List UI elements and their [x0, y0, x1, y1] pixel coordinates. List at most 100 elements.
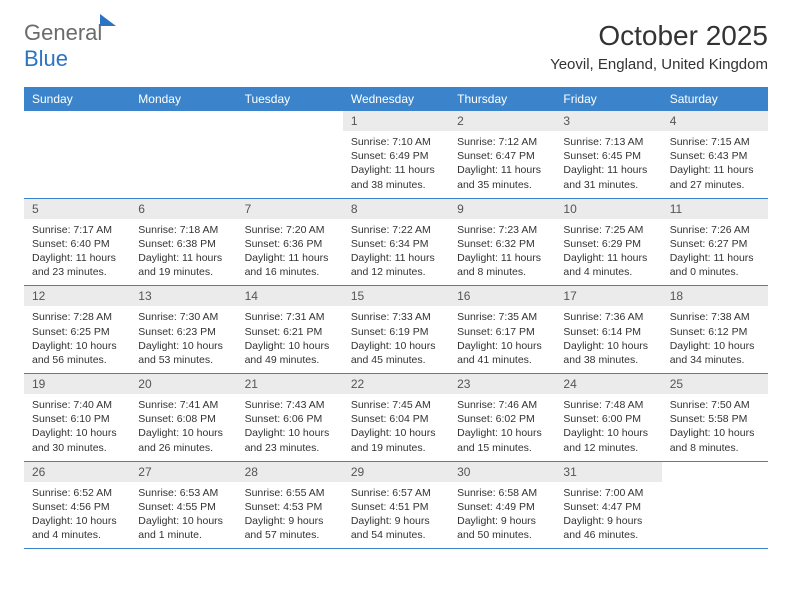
- calendar-cell: 27Sunrise: 6:53 AMSunset: 4:55 PMDayligh…: [130, 461, 236, 549]
- calendar-cell: 5Sunrise: 7:17 AMSunset: 6:40 PMDaylight…: [24, 198, 130, 286]
- sunset-line: Sunset: 6:21 PM: [245, 325, 335, 339]
- day-body: Sunrise: 6:55 AMSunset: 4:53 PMDaylight:…: [237, 482, 343, 549]
- weekday-header: Tuesday: [237, 87, 343, 111]
- day-number: 22: [343, 374, 449, 394]
- daylight-line: Daylight: 11 hours and 0 minutes.: [670, 251, 760, 279]
- day-number: 25: [662, 374, 768, 394]
- day-number: 19: [24, 374, 130, 394]
- day-body: Sunrise: 7:18 AMSunset: 6:38 PMDaylight:…: [130, 219, 236, 286]
- calendar-cell: 8Sunrise: 7:22 AMSunset: 6:34 PMDaylight…: [343, 198, 449, 286]
- sunset-line: Sunset: 6:00 PM: [563, 412, 653, 426]
- calendar-week-row: 1Sunrise: 7:10 AMSunset: 6:49 PMDaylight…: [24, 111, 768, 198]
- daylight-line: Daylight: 11 hours and 31 minutes.: [563, 163, 653, 191]
- day-body: Sunrise: 7:46 AMSunset: 6:02 PMDaylight:…: [449, 394, 555, 461]
- calendar-week-row: 12Sunrise: 7:28 AMSunset: 6:25 PMDayligh…: [24, 286, 768, 374]
- calendar-cell: 18Sunrise: 7:38 AMSunset: 6:12 PMDayligh…: [662, 286, 768, 374]
- daylight-line: Daylight: 10 hours and 1 minute.: [138, 514, 228, 542]
- sunrise-line: Sunrise: 7:20 AM: [245, 223, 335, 237]
- sunset-line: Sunset: 4:55 PM: [138, 500, 228, 514]
- calendar-cell: 7Sunrise: 7:20 AMSunset: 6:36 PMDaylight…: [237, 198, 343, 286]
- calendar-cell: 19Sunrise: 7:40 AMSunset: 6:10 PMDayligh…: [24, 374, 130, 462]
- day-body: Sunrise: 7:50 AMSunset: 5:58 PMDaylight:…: [662, 394, 768, 461]
- sunset-line: Sunset: 4:53 PM: [245, 500, 335, 514]
- calendar-cell: 2Sunrise: 7:12 AMSunset: 6:47 PMDaylight…: [449, 111, 555, 198]
- sunrise-line: Sunrise: 7:45 AM: [351, 398, 441, 412]
- day-body: Sunrise: 7:25 AMSunset: 6:29 PMDaylight:…: [555, 219, 661, 286]
- sunset-line: Sunset: 6:06 PM: [245, 412, 335, 426]
- calendar-cell: 10Sunrise: 7:25 AMSunset: 6:29 PMDayligh…: [555, 198, 661, 286]
- sunrise-line: Sunrise: 7:26 AM: [670, 223, 760, 237]
- day-number: 7: [237, 199, 343, 219]
- day-number: 9: [449, 199, 555, 219]
- day-body: Sunrise: 7:30 AMSunset: 6:23 PMDaylight:…: [130, 306, 236, 373]
- calendar-cell: 1Sunrise: 7:10 AMSunset: 6:49 PMDaylight…: [343, 111, 449, 198]
- sunrise-line: Sunrise: 7:48 AM: [563, 398, 653, 412]
- sunrise-line: Sunrise: 7:18 AM: [138, 223, 228, 237]
- sunset-line: Sunset: 6:27 PM: [670, 237, 760, 251]
- daylight-line: Daylight: 10 hours and 12 minutes.: [563, 426, 653, 454]
- day-number: 30: [449, 462, 555, 482]
- brand-logo: General Blue: [24, 20, 116, 72]
- sunrise-line: Sunrise: 7:28 AM: [32, 310, 122, 324]
- weekday-header: Thursday: [449, 87, 555, 111]
- day-body: Sunrise: 6:58 AMSunset: 4:49 PMDaylight:…: [449, 482, 555, 549]
- day-number: 10: [555, 199, 661, 219]
- sunset-line: Sunset: 4:56 PM: [32, 500, 122, 514]
- sunrise-line: Sunrise: 7:35 AM: [457, 310, 547, 324]
- day-number: 12: [24, 286, 130, 306]
- calendar-cell: [662, 461, 768, 549]
- calendar-cell: 9Sunrise: 7:23 AMSunset: 6:32 PMDaylight…: [449, 198, 555, 286]
- weekday-row: SundayMondayTuesdayWednesdayThursdayFrid…: [24, 87, 768, 111]
- sunset-line: Sunset: 6:45 PM: [563, 149, 653, 163]
- sunset-line: Sunset: 4:51 PM: [351, 500, 441, 514]
- brand-text: General Blue: [24, 20, 116, 72]
- sunset-line: Sunset: 6:47 PM: [457, 149, 547, 163]
- daylight-line: Daylight: 10 hours and 19 minutes.: [351, 426, 441, 454]
- sunrise-line: Sunrise: 7:36 AM: [563, 310, 653, 324]
- sunrise-line: Sunrise: 7:15 AM: [670, 135, 760, 149]
- calendar-cell: [24, 111, 130, 198]
- day-number: 2: [449, 111, 555, 131]
- day-number: 6: [130, 199, 236, 219]
- day-number: 14: [237, 286, 343, 306]
- calendar-cell: 31Sunrise: 7:00 AMSunset: 4:47 PMDayligh…: [555, 461, 661, 549]
- calendar-cell: 25Sunrise: 7:50 AMSunset: 5:58 PMDayligh…: [662, 374, 768, 462]
- day-number: 17: [555, 286, 661, 306]
- sunrise-line: Sunrise: 7:10 AM: [351, 135, 441, 149]
- sunset-line: Sunset: 5:58 PM: [670, 412, 760, 426]
- sunrise-line: Sunrise: 7:25 AM: [563, 223, 653, 237]
- day-body: Sunrise: 7:22 AMSunset: 6:34 PMDaylight:…: [343, 219, 449, 286]
- sunrise-line: Sunrise: 7:41 AM: [138, 398, 228, 412]
- day-number: 24: [555, 374, 661, 394]
- calendar-cell: 4Sunrise: 7:15 AMSunset: 6:43 PMDaylight…: [662, 111, 768, 198]
- daylight-line: Daylight: 10 hours and 4 minutes.: [32, 514, 122, 542]
- title-block: October 2025 Yeovil, England, United Kin…: [550, 20, 768, 73]
- day-number: 28: [237, 462, 343, 482]
- day-body: Sunrise: 7:36 AMSunset: 6:14 PMDaylight:…: [555, 306, 661, 373]
- sunset-line: Sunset: 6:34 PM: [351, 237, 441, 251]
- day-number: 23: [449, 374, 555, 394]
- day-body: Sunrise: 7:45 AMSunset: 6:04 PMDaylight:…: [343, 394, 449, 461]
- daylight-line: Daylight: 10 hours and 8 minutes.: [670, 426, 760, 454]
- sunrise-line: Sunrise: 7:46 AM: [457, 398, 547, 412]
- sunrise-line: Sunrise: 7:23 AM: [457, 223, 547, 237]
- sunrise-line: Sunrise: 7:22 AM: [351, 223, 441, 237]
- brand-part1: General: [24, 20, 102, 45]
- daylight-line: Daylight: 11 hours and 27 minutes.: [670, 163, 760, 191]
- daylight-line: Daylight: 10 hours and 26 minutes.: [138, 426, 228, 454]
- day-body: Sunrise: 7:28 AMSunset: 6:25 PMDaylight:…: [24, 306, 130, 373]
- day-number: 5: [24, 199, 130, 219]
- day-body: Sunrise: 7:23 AMSunset: 6:32 PMDaylight:…: [449, 219, 555, 286]
- day-number: 16: [449, 286, 555, 306]
- sunset-line: Sunset: 4:47 PM: [563, 500, 653, 514]
- calendar-cell: 22Sunrise: 7:45 AMSunset: 6:04 PMDayligh…: [343, 374, 449, 462]
- day-body: Sunrise: 7:38 AMSunset: 6:12 PMDaylight:…: [662, 306, 768, 373]
- sunrise-line: Sunrise: 7:12 AM: [457, 135, 547, 149]
- calendar-week-row: 19Sunrise: 7:40 AMSunset: 6:10 PMDayligh…: [24, 374, 768, 462]
- location-text: Yeovil, England, United Kingdom: [550, 56, 768, 73]
- sunset-line: Sunset: 6:14 PM: [563, 325, 653, 339]
- weekday-header: Friday: [555, 87, 661, 111]
- daylight-line: Daylight: 9 hours and 50 minutes.: [457, 514, 547, 542]
- calendar-cell: [237, 111, 343, 198]
- daylight-line: Daylight: 10 hours and 38 minutes.: [563, 339, 653, 367]
